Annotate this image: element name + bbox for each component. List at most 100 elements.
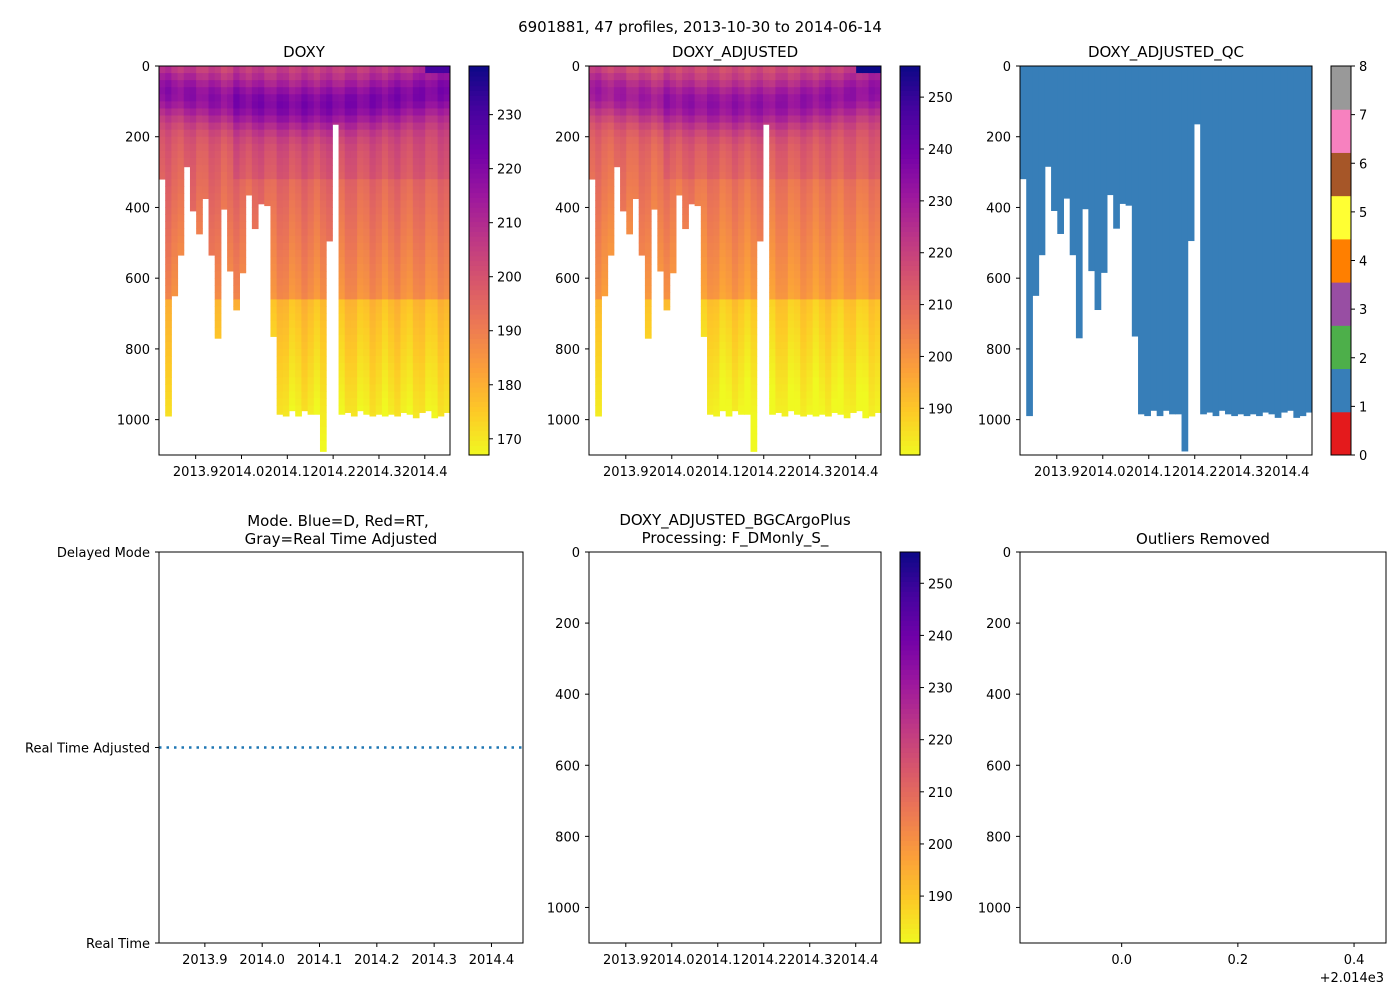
heatmap-cell xyxy=(363,80,371,88)
heatmap-cell xyxy=(313,108,321,116)
heatmap-cell xyxy=(744,355,752,364)
heatmap-cell xyxy=(282,94,290,102)
heatmap-cell xyxy=(443,285,451,293)
heatmap-cell xyxy=(375,150,383,159)
heatmap-cell xyxy=(663,94,671,102)
heatmap-cell xyxy=(282,327,290,336)
heatmap-cell xyxy=(208,242,216,251)
heatmap-cell xyxy=(295,228,302,237)
heatmap-cell xyxy=(307,412,315,415)
heatmap-cell xyxy=(825,200,832,208)
heatmap-cell xyxy=(381,377,389,385)
heatmap-cell xyxy=(644,172,652,180)
colorbar-segment xyxy=(900,874,920,881)
heatmap-cell xyxy=(437,320,445,329)
heatmap-cell xyxy=(781,101,789,109)
heatmap-cell xyxy=(363,313,371,322)
heatmap-cell xyxy=(775,101,783,109)
heatmap-cell xyxy=(313,172,321,180)
colorbar-segment xyxy=(900,664,920,670)
heatmap-cell xyxy=(831,327,839,336)
heatmap-cell xyxy=(744,384,752,392)
heatmap-cell xyxy=(214,143,222,152)
heatmap-cell xyxy=(375,355,383,364)
heatmap-cell xyxy=(251,221,259,230)
heatmap-cell xyxy=(849,172,857,180)
heatmap-cell xyxy=(601,101,609,109)
colorbar-segment xyxy=(900,669,920,675)
heatmap-cell xyxy=(787,341,795,350)
colorbar-segment xyxy=(900,328,920,335)
heatmap-cell xyxy=(227,115,234,123)
heatmap-cell xyxy=(800,115,807,123)
heatmap-cell xyxy=(663,285,671,293)
heatmap-cell xyxy=(818,242,826,251)
heatmap-cell xyxy=(394,136,401,145)
heatmap-cell xyxy=(375,242,383,251)
heatmap-cell xyxy=(375,172,383,180)
heatmap-cell xyxy=(443,193,451,201)
heatmap-cell xyxy=(394,384,401,392)
heatmap-cell xyxy=(369,179,377,187)
qc-column xyxy=(1125,66,1133,206)
heatmap-cell xyxy=(282,285,290,293)
heatmap-cell xyxy=(375,292,383,300)
heatmap-cell xyxy=(363,108,371,116)
heatmap-cell xyxy=(406,271,414,279)
heatmap-cell xyxy=(363,129,371,138)
heatmap-cell xyxy=(270,271,278,279)
heatmap-cell xyxy=(825,320,832,329)
heatmap-cell xyxy=(400,165,408,173)
heatmap-cell xyxy=(313,313,321,322)
heatmap-cell xyxy=(825,327,832,336)
heatmap-cell xyxy=(214,157,222,166)
heatmap-cell xyxy=(781,221,789,230)
heatmap-cell xyxy=(251,179,259,187)
heatmap-cell xyxy=(800,200,807,208)
heatmap-cell xyxy=(289,363,296,371)
heatmap-cell xyxy=(825,172,832,180)
colorbar-segment xyxy=(900,420,920,427)
heatmap-cell xyxy=(313,186,321,194)
heatmap-cell xyxy=(350,278,358,286)
heatmap-cell xyxy=(214,299,222,307)
colorbar-segment xyxy=(900,95,920,101)
heatmap-cell xyxy=(183,150,191,159)
heatmap-cell xyxy=(425,313,432,322)
heatmap-cell xyxy=(177,249,185,256)
heatmap-cell xyxy=(589,94,596,102)
heatmap-cell xyxy=(744,370,752,378)
y-tick-label: 200 xyxy=(986,131,1011,146)
heatmap-cell xyxy=(159,172,166,180)
heatmap-cell xyxy=(744,207,752,215)
heatmap-cell xyxy=(856,73,863,81)
heatmap-cell xyxy=(800,136,807,145)
heatmap-cell xyxy=(165,80,172,88)
heatmap-cell xyxy=(220,66,228,74)
colorbar-segment xyxy=(469,367,489,373)
heatmap-cell xyxy=(363,292,371,300)
heatmap-cell xyxy=(412,391,420,399)
heatmap-cell xyxy=(595,405,602,413)
heatmap-cell xyxy=(843,200,851,208)
heatmap-cell xyxy=(669,271,677,274)
heatmap-cell xyxy=(812,122,820,131)
heatmap-cell xyxy=(419,313,426,322)
colorbar-segment xyxy=(469,85,489,91)
heatmap-cell xyxy=(644,221,652,230)
heatmap-cell xyxy=(688,108,696,116)
heatmap-cell xyxy=(719,66,727,74)
qc-column xyxy=(1113,66,1120,229)
heatmap-cell xyxy=(437,398,445,406)
heatmap-cell xyxy=(874,313,882,322)
heatmap-cell xyxy=(694,73,702,81)
heatmap-cell xyxy=(707,384,714,392)
heatmap-cell xyxy=(282,249,290,258)
heatmap-cell xyxy=(657,143,665,152)
heatmap-cell xyxy=(437,122,445,131)
heatmap-cell xyxy=(794,299,801,307)
heatmap-cell xyxy=(289,129,296,138)
heatmap-cell xyxy=(437,157,445,166)
heatmap-cell xyxy=(406,348,414,357)
